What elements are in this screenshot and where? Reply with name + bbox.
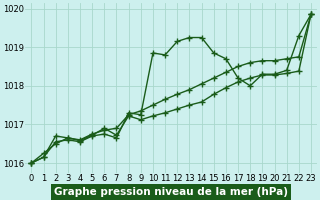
X-axis label: Graphe pression niveau de la mer (hPa): Graphe pression niveau de la mer (hPa) — [54, 187, 288, 197]
